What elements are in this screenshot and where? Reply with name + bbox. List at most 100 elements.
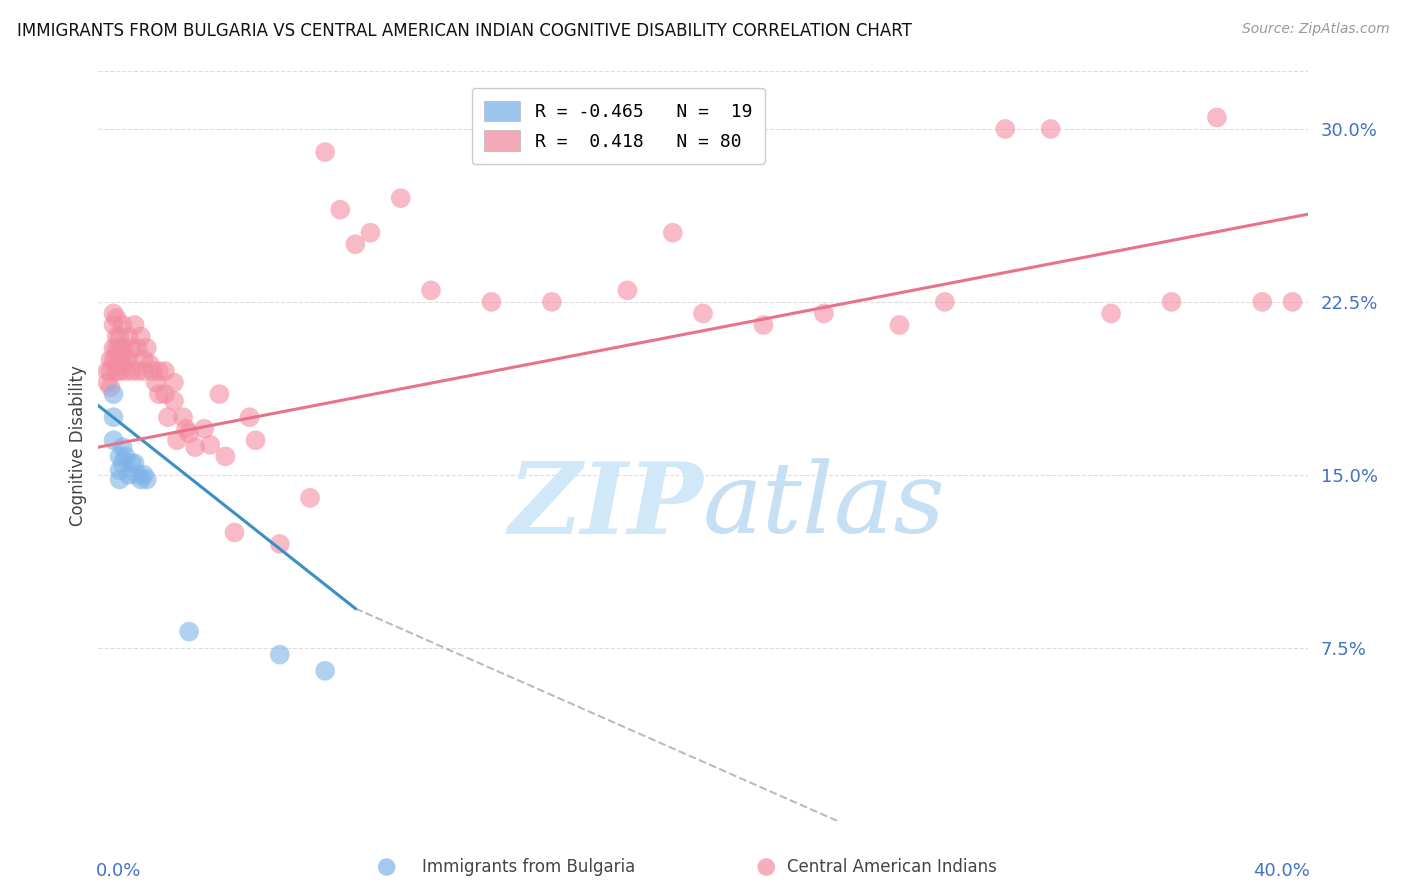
Point [889, 318, 911, 332]
Point [752, 318, 775, 332]
Point [103, 341, 125, 355]
Point [214, 450, 236, 464]
Point [1099, 306, 1122, 320]
Point [153, 364, 176, 378]
Point [103, 306, 125, 320]
Point [994, 122, 1017, 136]
Point [166, 434, 188, 448]
Point [105, 341, 128, 355]
Text: atlas: atlas [703, 458, 946, 554]
Point [100, 380, 122, 394]
Point [105, 329, 128, 343]
Point [127, 467, 149, 482]
Point [124, 318, 146, 332]
Point [616, 284, 638, 298]
Point [127, 364, 149, 378]
Point [108, 472, 131, 486]
Point [121, 341, 143, 355]
Point [139, 357, 162, 371]
Point [1039, 122, 1062, 136]
Point [105, 352, 128, 367]
Point [1251, 294, 1274, 309]
Point [118, 467, 141, 482]
Point [1281, 294, 1303, 309]
Point [375, 860, 398, 874]
Point [121, 456, 143, 470]
Point [179, 624, 201, 639]
Point [118, 329, 141, 343]
Point [813, 306, 835, 320]
Point [200, 438, 222, 452]
Point [163, 394, 186, 409]
Point [108, 463, 131, 477]
Point [132, 364, 155, 378]
Point [148, 364, 170, 378]
Point [103, 318, 125, 332]
Point [103, 410, 125, 425]
Text: Central American Indians: Central American Indians [787, 858, 997, 876]
Point [269, 537, 291, 551]
Point [172, 410, 194, 425]
Point [111, 456, 134, 470]
Point [114, 450, 136, 464]
Text: ZIP: ZIP [508, 458, 703, 554]
Point [420, 284, 443, 298]
Point [179, 426, 201, 441]
Text: Source: ZipAtlas.com: Source: ZipAtlas.com [1241, 22, 1389, 37]
Point [108, 329, 131, 343]
Point [269, 648, 291, 662]
Text: IMMIGRANTS FROM BULGARIA VS CENTRAL AMERICAN INDIAN COGNITIVE DISABILITY CORRELA: IMMIGRANTS FROM BULGARIA VS CENTRAL AMER… [17, 22, 911, 40]
Point [103, 434, 125, 448]
Point [132, 352, 155, 367]
Point [100, 352, 122, 367]
Point [129, 472, 152, 486]
Point [153, 387, 176, 401]
Point [156, 410, 179, 425]
Point [105, 364, 128, 378]
Point [193, 422, 215, 436]
Point [108, 364, 131, 378]
Point [692, 306, 714, 320]
Point [111, 440, 134, 454]
Point [96, 376, 118, 390]
Point [114, 352, 136, 367]
Point [245, 434, 267, 448]
Point [96, 364, 118, 378]
Point [114, 364, 136, 378]
Point [1206, 111, 1229, 125]
Point [124, 456, 146, 470]
Point [540, 294, 562, 309]
Point [111, 318, 134, 332]
Text: 0.0%: 0.0% [96, 862, 142, 880]
Point [142, 364, 165, 378]
Point [135, 472, 157, 486]
Point [314, 145, 336, 159]
Point [105, 311, 128, 326]
Point [224, 525, 246, 540]
Y-axis label: Cognitive Disability: Cognitive Disability [69, 366, 87, 526]
Point [145, 376, 167, 390]
Point [148, 387, 170, 401]
Point [661, 226, 683, 240]
Point [127, 341, 149, 355]
Point [121, 364, 143, 378]
Point [103, 352, 125, 367]
Point [389, 191, 412, 205]
Point [360, 226, 382, 240]
Point [103, 387, 125, 401]
Point [108, 341, 131, 355]
Point [100, 364, 122, 378]
Point [1160, 294, 1182, 309]
Legend: R = -0.465   N =  19, R =  0.418   N = 80: R = -0.465 N = 19, R = 0.418 N = 80 [471, 88, 765, 164]
Point [481, 294, 503, 309]
Point [135, 341, 157, 355]
Point [299, 491, 322, 505]
Point [118, 352, 141, 367]
Point [934, 294, 956, 309]
Point [174, 422, 197, 436]
Point [184, 440, 207, 454]
Point [329, 202, 352, 217]
Point [208, 387, 231, 401]
Point [111, 357, 134, 371]
Point [314, 664, 336, 678]
